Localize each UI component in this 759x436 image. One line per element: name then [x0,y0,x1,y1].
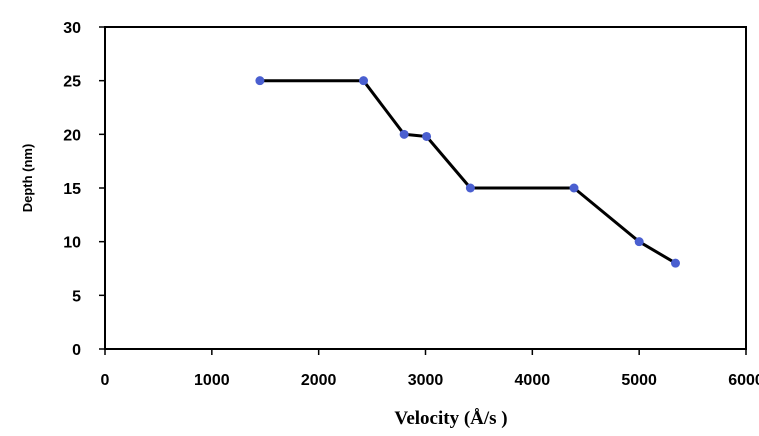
data-point [399,129,409,139]
data-point [569,183,579,193]
y-tick-label: 10 [63,235,81,252]
data-point [422,131,432,141]
x-tick-label: 4000 [515,372,551,389]
data-series [255,76,680,268]
y-tick-label: 30 [63,20,81,37]
y-tick-label: 15 [63,181,81,198]
x-axis-ticks: 0 1000 2000 3000 4000 5000 6000 [101,349,759,389]
plot-area [104,26,747,350]
y-tick-label: 25 [63,74,81,91]
data-point [465,183,475,193]
x-tick-label: 3000 [408,372,444,389]
data-point [634,237,644,247]
y-axis-title: Depth (nm) [20,144,35,213]
data-point [670,258,680,268]
y-tick-label: 0 [72,342,81,359]
x-axis-title: Velocity (Å/s ) [394,408,507,429]
x-tick-label: 1000 [194,372,230,389]
y-axis-ticks: 0 5 10 15 20 25 30 [63,20,105,359]
x-tick-label: 0 [101,372,110,389]
series-line [259,79,677,265]
x-tick-label: 2000 [301,372,337,389]
y-tick-label: 20 [63,127,81,144]
x-tick-label: 6000 [728,372,759,389]
data-point [255,76,265,86]
data-point [359,76,369,86]
y-tick-label: 5 [72,288,81,305]
x-tick-label: 5000 [621,372,657,389]
